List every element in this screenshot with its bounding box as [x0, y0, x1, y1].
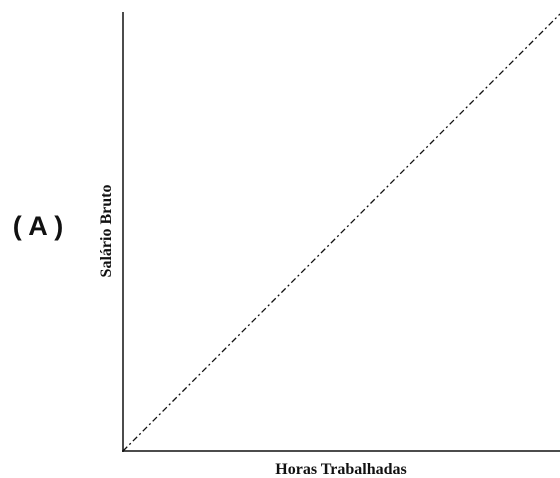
- panel-label: ( A ): [13, 211, 63, 241]
- dashed-line: [122, 13, 560, 452]
- x-axis-label: Horas Trabalhadas: [275, 461, 406, 478]
- y-axis-label: Salário Bruto: [98, 185, 115, 278]
